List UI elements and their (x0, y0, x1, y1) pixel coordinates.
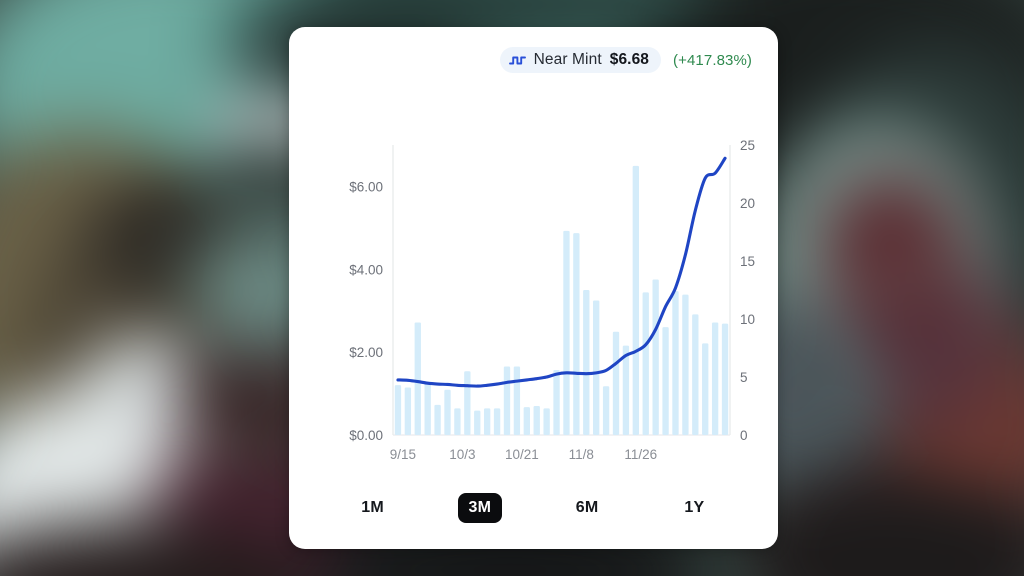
chart-bar (503, 366, 511, 435)
chart-bar (404, 387, 412, 435)
y-axis-left-tick: $6.00 (349, 179, 383, 194)
bars-group (394, 165, 729, 435)
chart-bar (632, 165, 640, 435)
y-axis-right-tick: 5 (740, 370, 748, 385)
y-axis-right-tick: 10 (740, 312, 755, 327)
chart-bar (672, 291, 679, 435)
range-button-6m[interactable]: 6M (534, 493, 641, 523)
chart-bar (523, 407, 530, 435)
range-button-6m-label: 6M (575, 499, 599, 516)
y-axis-left-tick: $0.00 (349, 428, 383, 443)
price-line-path (396, 156, 727, 388)
y-axis-right-tick: 0 (740, 428, 748, 443)
chart-legend: Near Mint $6.68 (+417.83%) (499, 47, 752, 73)
chart-bar (682, 294, 689, 435)
chart-bar (612, 331, 620, 435)
chart-bar (454, 408, 461, 435)
chart-bar (692, 314, 699, 435)
chart-bar (622, 345, 630, 435)
y-axis-right-tick: 20 (740, 196, 755, 211)
chart-bar (414, 322, 421, 435)
range-button-1m[interactable]: 1M (319, 493, 426, 523)
chart-bar (602, 386, 610, 435)
legend-series-name: Near Mint (533, 51, 602, 68)
y-axis-right-tick: 15 (740, 254, 755, 269)
x-axis-tick: 10/3 (449, 447, 475, 462)
range-button-1y-label: 1Y (684, 499, 705, 516)
chart-bar (593, 300, 600, 435)
y-axis-left-tick: $2.00 (349, 345, 383, 360)
range-button-3m-label: 3M (457, 493, 503, 523)
price-line (396, 156, 727, 388)
chart-bar (543, 408, 550, 435)
x-axis-labels: 9/15 10/3 10/21 11/8 11/26 (390, 447, 657, 462)
square-wave-icon (508, 54, 526, 67)
chart-bar (483, 408, 491, 435)
x-axis-tick: 11/8 (569, 447, 594, 462)
chart-bar (711, 322, 719, 435)
legend-series-price: $6.68 (609, 51, 650, 68)
chart-svg: $0.00 $2.00 $4.00 $6.00 0 5 10 15 20 25 9/15 10/3… (349, 138, 755, 462)
chart-bar (563, 230, 570, 435)
y-axis-right-tick: 25 (740, 138, 755, 153)
legend-series-badge[interactable]: Near Mint $6.68 (499, 47, 662, 73)
price-history-chart[interactable]: $0.00 $2.00 $4.00 $6.00 0 5 10 15 20 25 9/15 10/3… (307, 137, 760, 487)
chart-bar (652, 279, 659, 435)
chart-bar (702, 343, 709, 435)
range-button-3m[interactable]: 3M (426, 493, 533, 523)
chart-bar (474, 410, 481, 435)
chart-bar (642, 292, 649, 435)
chart-bar (424, 381, 431, 435)
y-axis-left-tick: $4.00 (349, 262, 383, 277)
y-axis-left-labels: $0.00 $2.00 $4.00 $6.00 (349, 179, 383, 443)
chart-bar (533, 406, 540, 435)
chart-bar (583, 290, 590, 435)
time-range-selector: 1M 3M 6M 1Y (319, 493, 748, 523)
x-axis-tick: 11/26 (624, 447, 657, 462)
chart-bar (464, 371, 471, 435)
chart-bar (493, 408, 501, 435)
chart-bar (444, 389, 451, 435)
range-button-1y[interactable]: 1Y (641, 493, 748, 523)
x-axis-tick: 10/21 (505, 447, 539, 462)
range-button-1m-label: 1M (361, 499, 384, 516)
chart-bar (394, 385, 402, 435)
chart-bar (721, 323, 729, 435)
legend-percent-change: (+417.83%) (673, 51, 752, 69)
chart-bar (553, 370, 560, 435)
price-history-card: Near Mint $6.68 (+417.83%) $0.00 $2.00 $4.… (289, 27, 778, 549)
chart-bar (434, 404, 441, 435)
chart-bar (662, 327, 669, 435)
chart-bar (573, 233, 580, 435)
y-axis-right-labels: 0 5 10 15 20 25 (740, 138, 755, 443)
x-axis-tick: 9/15 (390, 447, 416, 462)
chart-bar (513, 366, 521, 435)
